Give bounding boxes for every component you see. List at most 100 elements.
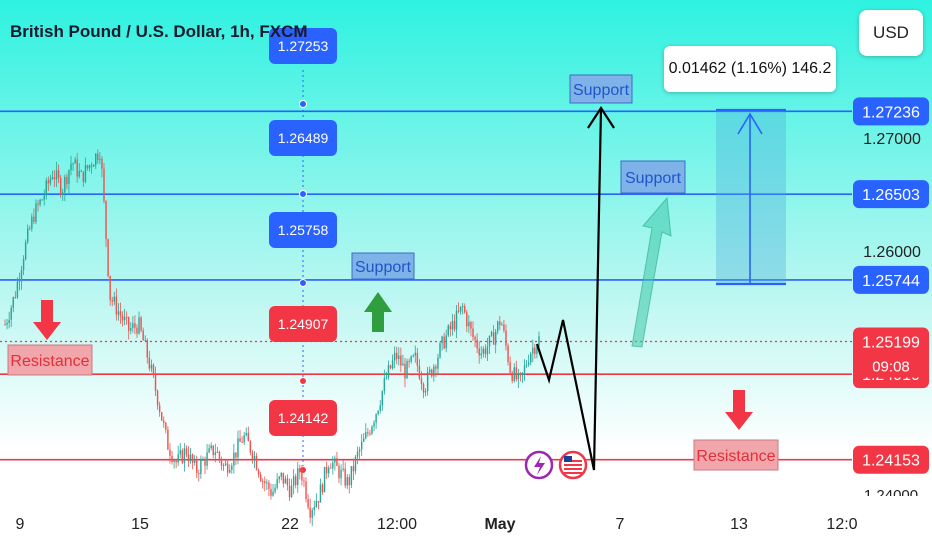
candle [449, 325, 452, 330]
support-label: Support [355, 259, 412, 276]
candle [402, 363, 404, 366]
axis-level-label[interactable] [853, 445, 929, 474]
time-axis-background [0, 496, 852, 550]
candle [235, 452, 237, 458]
candle [249, 441, 252, 453]
candle [90, 165, 93, 167]
candle [309, 507, 311, 518]
candle [72, 163, 74, 165]
current-price-label[interactable] [853, 327, 929, 378]
candle [468, 322, 470, 327]
candle [406, 360, 408, 379]
anchor-dot [299, 190, 307, 198]
candle [523, 365, 526, 373]
stacked-price-label[interactable] [269, 120, 337, 156]
axis-level-label[interactable] [853, 97, 929, 126]
candle [319, 484, 322, 503]
candle [216, 451, 219, 453]
candle [158, 405, 161, 413]
candle [334, 458, 336, 463]
candle [373, 422, 375, 427]
candle [152, 364, 155, 375]
stacked-price-text: 1.25758 [278, 222, 329, 238]
candle [146, 339, 148, 358]
candle [181, 450, 184, 463]
candle [400, 355, 402, 366]
candle [20, 270, 23, 282]
stacked-price-text: 1.24142 [278, 410, 329, 426]
candle [68, 170, 70, 185]
candle [253, 455, 256, 460]
candle [88, 165, 91, 169]
candle [292, 476, 295, 486]
candle [311, 510, 313, 518]
candle [404, 363, 406, 379]
candle [284, 478, 287, 484]
candle [422, 384, 425, 393]
candle [105, 200, 107, 240]
stacked-price-label[interactable] [269, 212, 337, 248]
candle [59, 177, 62, 195]
candle [299, 468, 301, 473]
stacked-price-label[interactable] [269, 306, 337, 342]
candle [268, 482, 270, 490]
axis-level-label[interactable] [853, 265, 929, 294]
candle [486, 346, 489, 355]
candle [410, 356, 412, 362]
candle [245, 432, 247, 436]
candle [393, 352, 396, 361]
candle [482, 348, 485, 354]
candle [297, 468, 299, 486]
currency-button[interactable]: USD [859, 10, 923, 56]
candle [476, 339, 478, 349]
time-tick-label: 12:0 [826, 516, 857, 533]
candle [173, 460, 175, 463]
candle [478, 348, 480, 356]
candle [251, 452, 254, 460]
candle [31, 216, 33, 229]
stacked-price-label[interactable] [269, 400, 337, 436]
candle [414, 352, 416, 356]
chart-title: British Pound / U.S. Dollar, 1h, FXCM [10, 22, 308, 41]
candle [53, 177, 56, 180]
partial-label-group: 1.24000 [853, 483, 929, 504]
candle [494, 331, 497, 345]
stacked-price-label[interactable] [269, 28, 337, 64]
projection-path [535, 107, 603, 471]
candle [257, 469, 260, 475]
candle [428, 369, 431, 373]
candle [480, 353, 482, 356]
candle [97, 153, 99, 161]
candle [416, 352, 419, 366]
candle [358, 449, 361, 452]
candle [348, 477, 351, 486]
candle [26, 228, 29, 243]
candle [113, 296, 116, 302]
candle [107, 239, 109, 276]
candle [391, 360, 394, 369]
candle [507, 345, 509, 363]
candle [10, 307, 12, 320]
resistance-label: Resistance [696, 448, 775, 465]
candle [130, 328, 132, 331]
candle [352, 466, 355, 472]
candle [99, 158, 101, 161]
candle [115, 296, 118, 315]
partial-price-label: 1.24000 [864, 487, 918, 504]
time-tick-label: 9 [16, 516, 25, 533]
measure-arrowhead [737, 112, 763, 135]
candle [191, 454, 194, 463]
candle [408, 360, 410, 362]
candle [519, 373, 522, 376]
candle [160, 412, 163, 421]
support-label-box [569, 74, 633, 104]
candle [148, 357, 151, 369]
candle [144, 339, 146, 341]
support-label: Support [625, 170, 682, 187]
candle [484, 348, 487, 355]
candle [255, 455, 258, 470]
candle [492, 332, 495, 345]
candle [62, 192, 64, 195]
current-price-text: 1.25199 [862, 335, 920, 352]
axis-level-label[interactable] [853, 180, 929, 209]
